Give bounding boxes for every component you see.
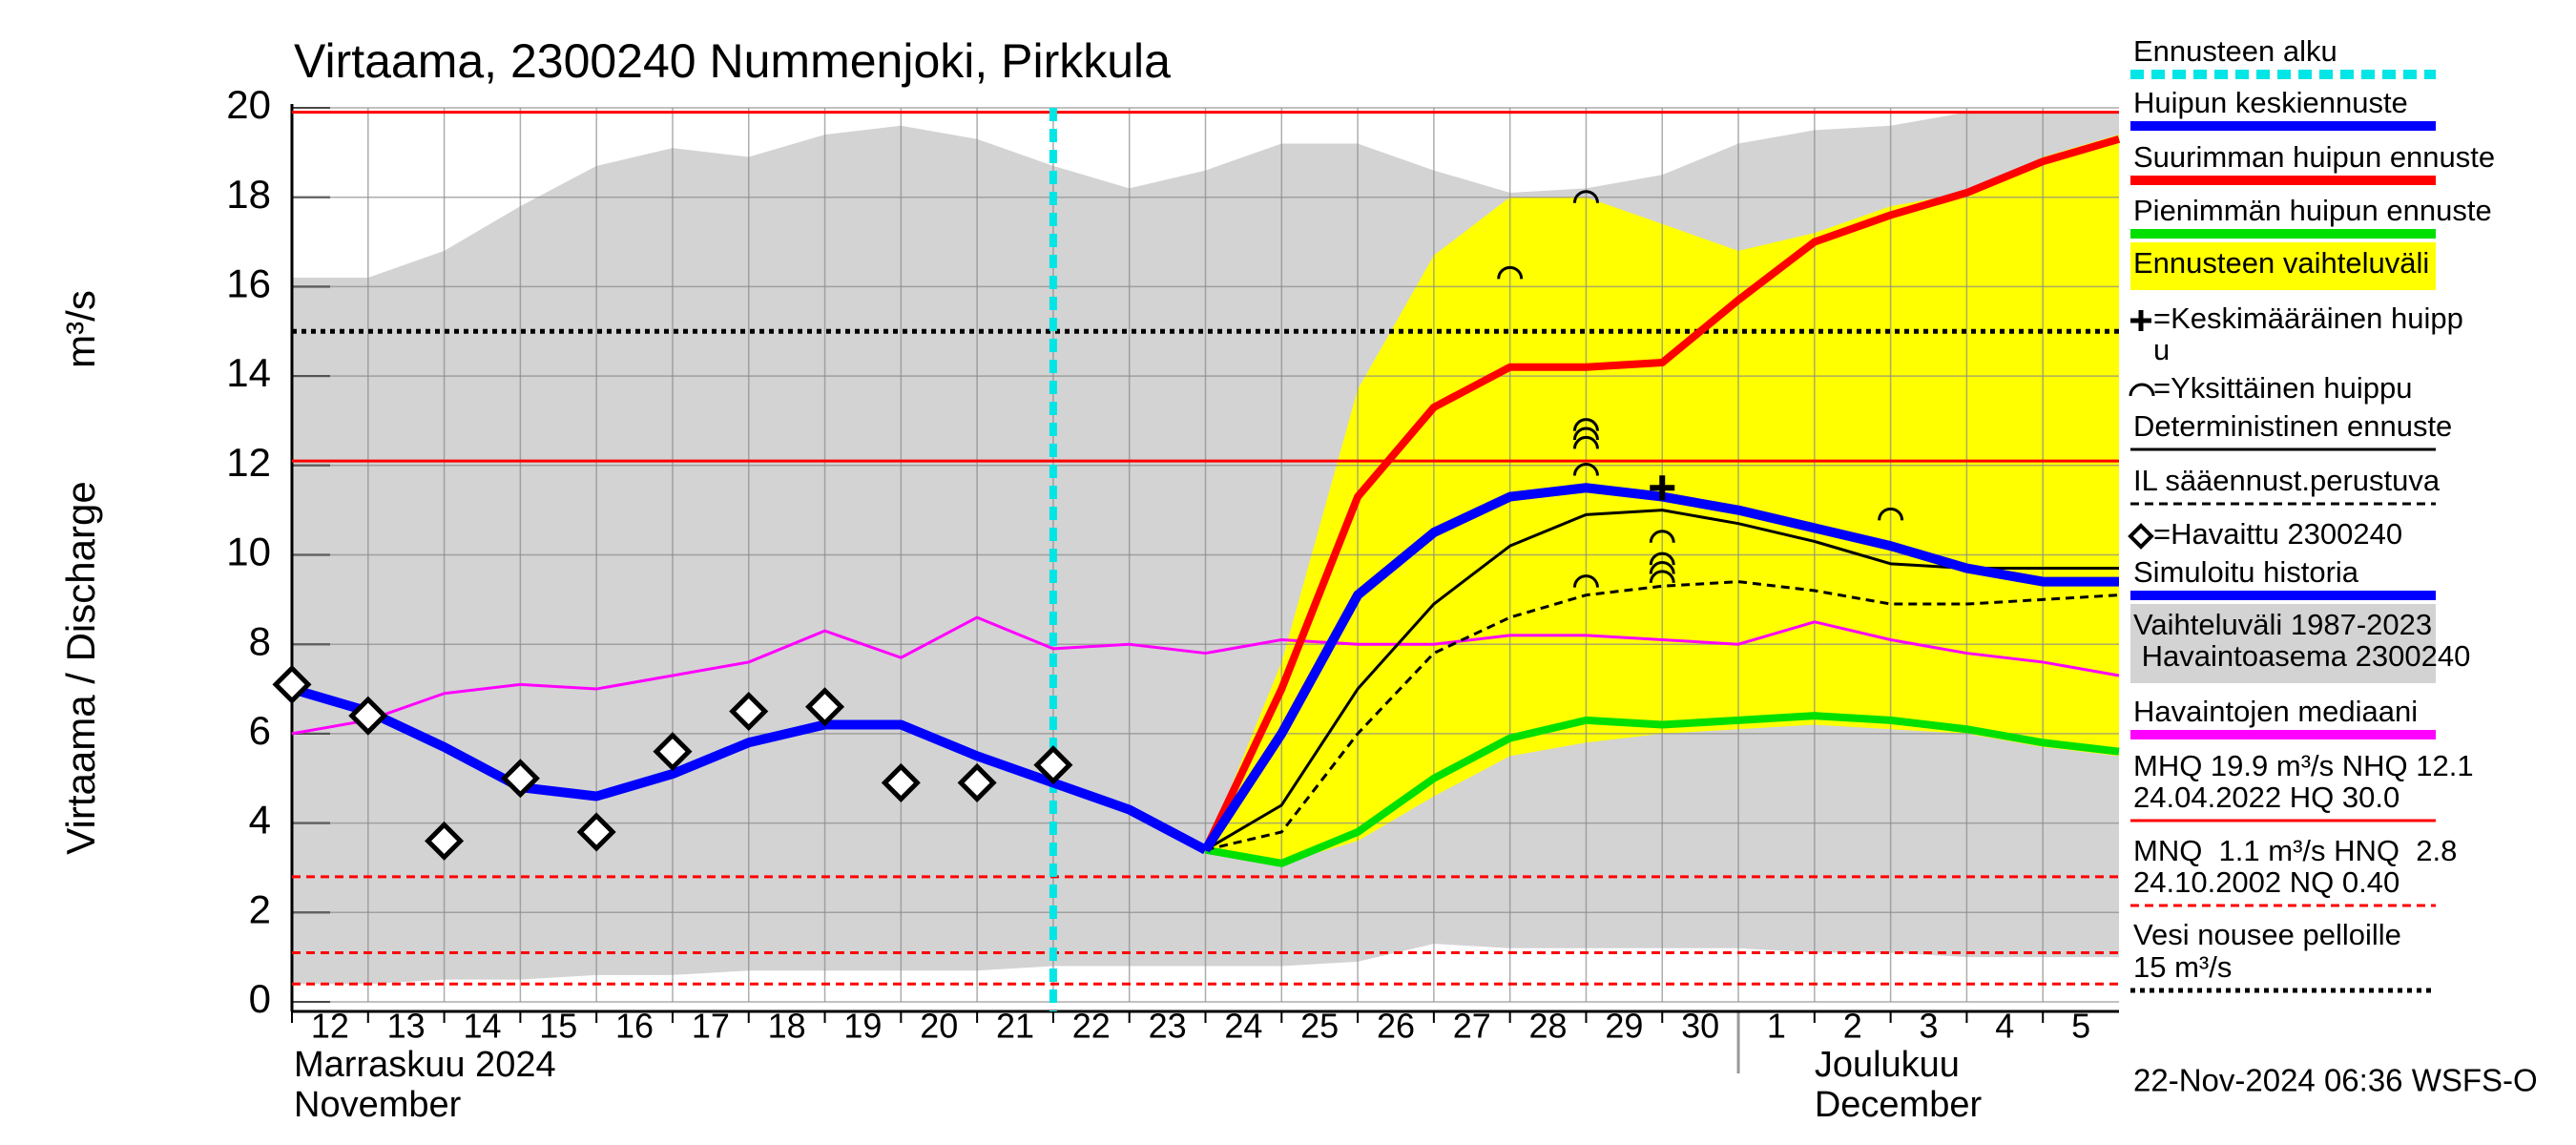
individual-peak	[1649, 552, 1675, 566]
x-tick-label: 4	[1995, 1007, 2014, 1046]
y-tick-label: 16	[226, 260, 271, 305]
legend-label: =Keskimääräinen huipp	[2153, 302, 2463, 335]
individual-peak	[1572, 462, 1599, 476]
observed-point	[348, 696, 388, 736]
month-label: Joulukuu	[1815, 1045, 1960, 1085]
legend-label: Pienimmän huipun ennuste	[2133, 194, 2492, 227]
month-label: November	[294, 1085, 462, 1125]
month-label: Marraskuu 2024	[294, 1045, 556, 1085]
legend-label: Simuloitu historia	[2133, 555, 2359, 589]
legend-label: MHQ 19.9 m³/s NHQ 12.1	[2133, 749, 2474, 782]
observed-point	[500, 759, 540, 799]
legend-swatch	[2130, 242, 2436, 290]
legend-label: 24.10.2002 NQ 0.40	[2133, 865, 2399, 899]
legend-label: Ennusteen alku	[2133, 34, 2337, 68]
individual-peak	[1649, 570, 1675, 584]
individual-peak	[1572, 190, 1599, 203]
legend-label: Havaintojen mediaani	[2133, 695, 2418, 728]
individual-peak	[1572, 427, 1599, 441]
individual-peak	[1878, 507, 1904, 521]
observed-point	[805, 687, 845, 727]
y-tick-label: 2	[249, 886, 271, 931]
observed-point	[957, 762, 997, 802]
legend-label: Vesi nousee pelloille	[2133, 918, 2401, 951]
individual-peak	[1572, 418, 1599, 431]
month-label: December	[1815, 1085, 1983, 1125]
y-tick-label: 0	[249, 976, 271, 1021]
individual-peak	[1572, 435, 1599, 449]
legend-label: Ennusteen vaihteluväli	[2133, 246, 2429, 280]
y-tick-label: 20	[226, 82, 271, 127]
legend-label: Deterministinen ennuste	[2133, 409, 2452, 443]
chart-title: Virtaama, 2300240 Nummenjoki, Pirkkula	[294, 34, 1171, 88]
y-axis-label: Virtaama / Discharge	[58, 481, 103, 854]
x-tick-label: 2	[1843, 1007, 1862, 1046]
legend-swatch	[2130, 604, 2436, 683]
y-tick-label: 12	[226, 440, 271, 485]
observed-point	[881, 762, 921, 802]
observed-point	[272, 664, 312, 704]
legend-label: 24.04.2022 HQ 30.0	[2133, 781, 2399, 814]
x-tick-label: 5	[2071, 1007, 2090, 1046]
individual-peak	[1497, 265, 1524, 280]
x-tick-label: 3	[1920, 1007, 1939, 1046]
y-tick-label: 14	[226, 350, 271, 395]
y-tick-label: 8	[249, 618, 271, 663]
footer: 22-Nov-2024 06:36 WSFS-O	[2133, 1063, 2538, 1098]
legend-label: Vaihteluväli 1987-2023	[2133, 608, 2432, 641]
series-line	[1201, 135, 2121, 852]
legend-label: 15 m³/s	[2133, 950, 2232, 984]
observed-point	[425, 821, 465, 861]
series-line	[1204, 712, 2120, 867]
individual-peak	[1649, 530, 1675, 543]
x-tick-label: 1	[1767, 1007, 1786, 1046]
legend-label: =Yksittäinen huippu	[2153, 371, 2412, 405]
observed-point	[1033, 745, 1073, 785]
legend-label: =Havaittu 2300240	[2153, 517, 2402, 551]
y-tick-label: 4	[249, 798, 271, 843]
y-tick-label: 10	[226, 530, 271, 574]
legend-swatch	[2128, 523, 2154, 550]
y-tick-label: 18	[226, 172, 271, 217]
observed-point	[653, 732, 693, 772]
observed-point	[576, 812, 616, 852]
individual-peak	[1649, 561, 1675, 574]
legend-swatch	[2130, 310, 2151, 331]
mean-peak	[1650, 475, 1675, 501]
legend-label: MNQ 1.1 m³/s HNQ 2.8	[2133, 834, 2457, 867]
legend-label: Suurimman huipun ennuste	[2133, 140, 2495, 174]
y-tick-label: 6	[249, 708, 271, 753]
observed-point	[729, 691, 769, 732]
legend-label: Huipun keskiennuste	[2133, 86, 2408, 119]
y-axis-unit: m³/s	[58, 290, 103, 368]
legend-swatch	[2129, 383, 2155, 397]
individual-peak	[1572, 574, 1599, 588]
series-line	[1205, 580, 2120, 852]
legend-label: IL sääennust.perustuva	[2133, 464, 2441, 497]
legend-label: u	[2153, 333, 2170, 366]
legend-label: Havaintoasema 2300240	[2133, 639, 2470, 673]
series-line	[291, 615, 2120, 736]
